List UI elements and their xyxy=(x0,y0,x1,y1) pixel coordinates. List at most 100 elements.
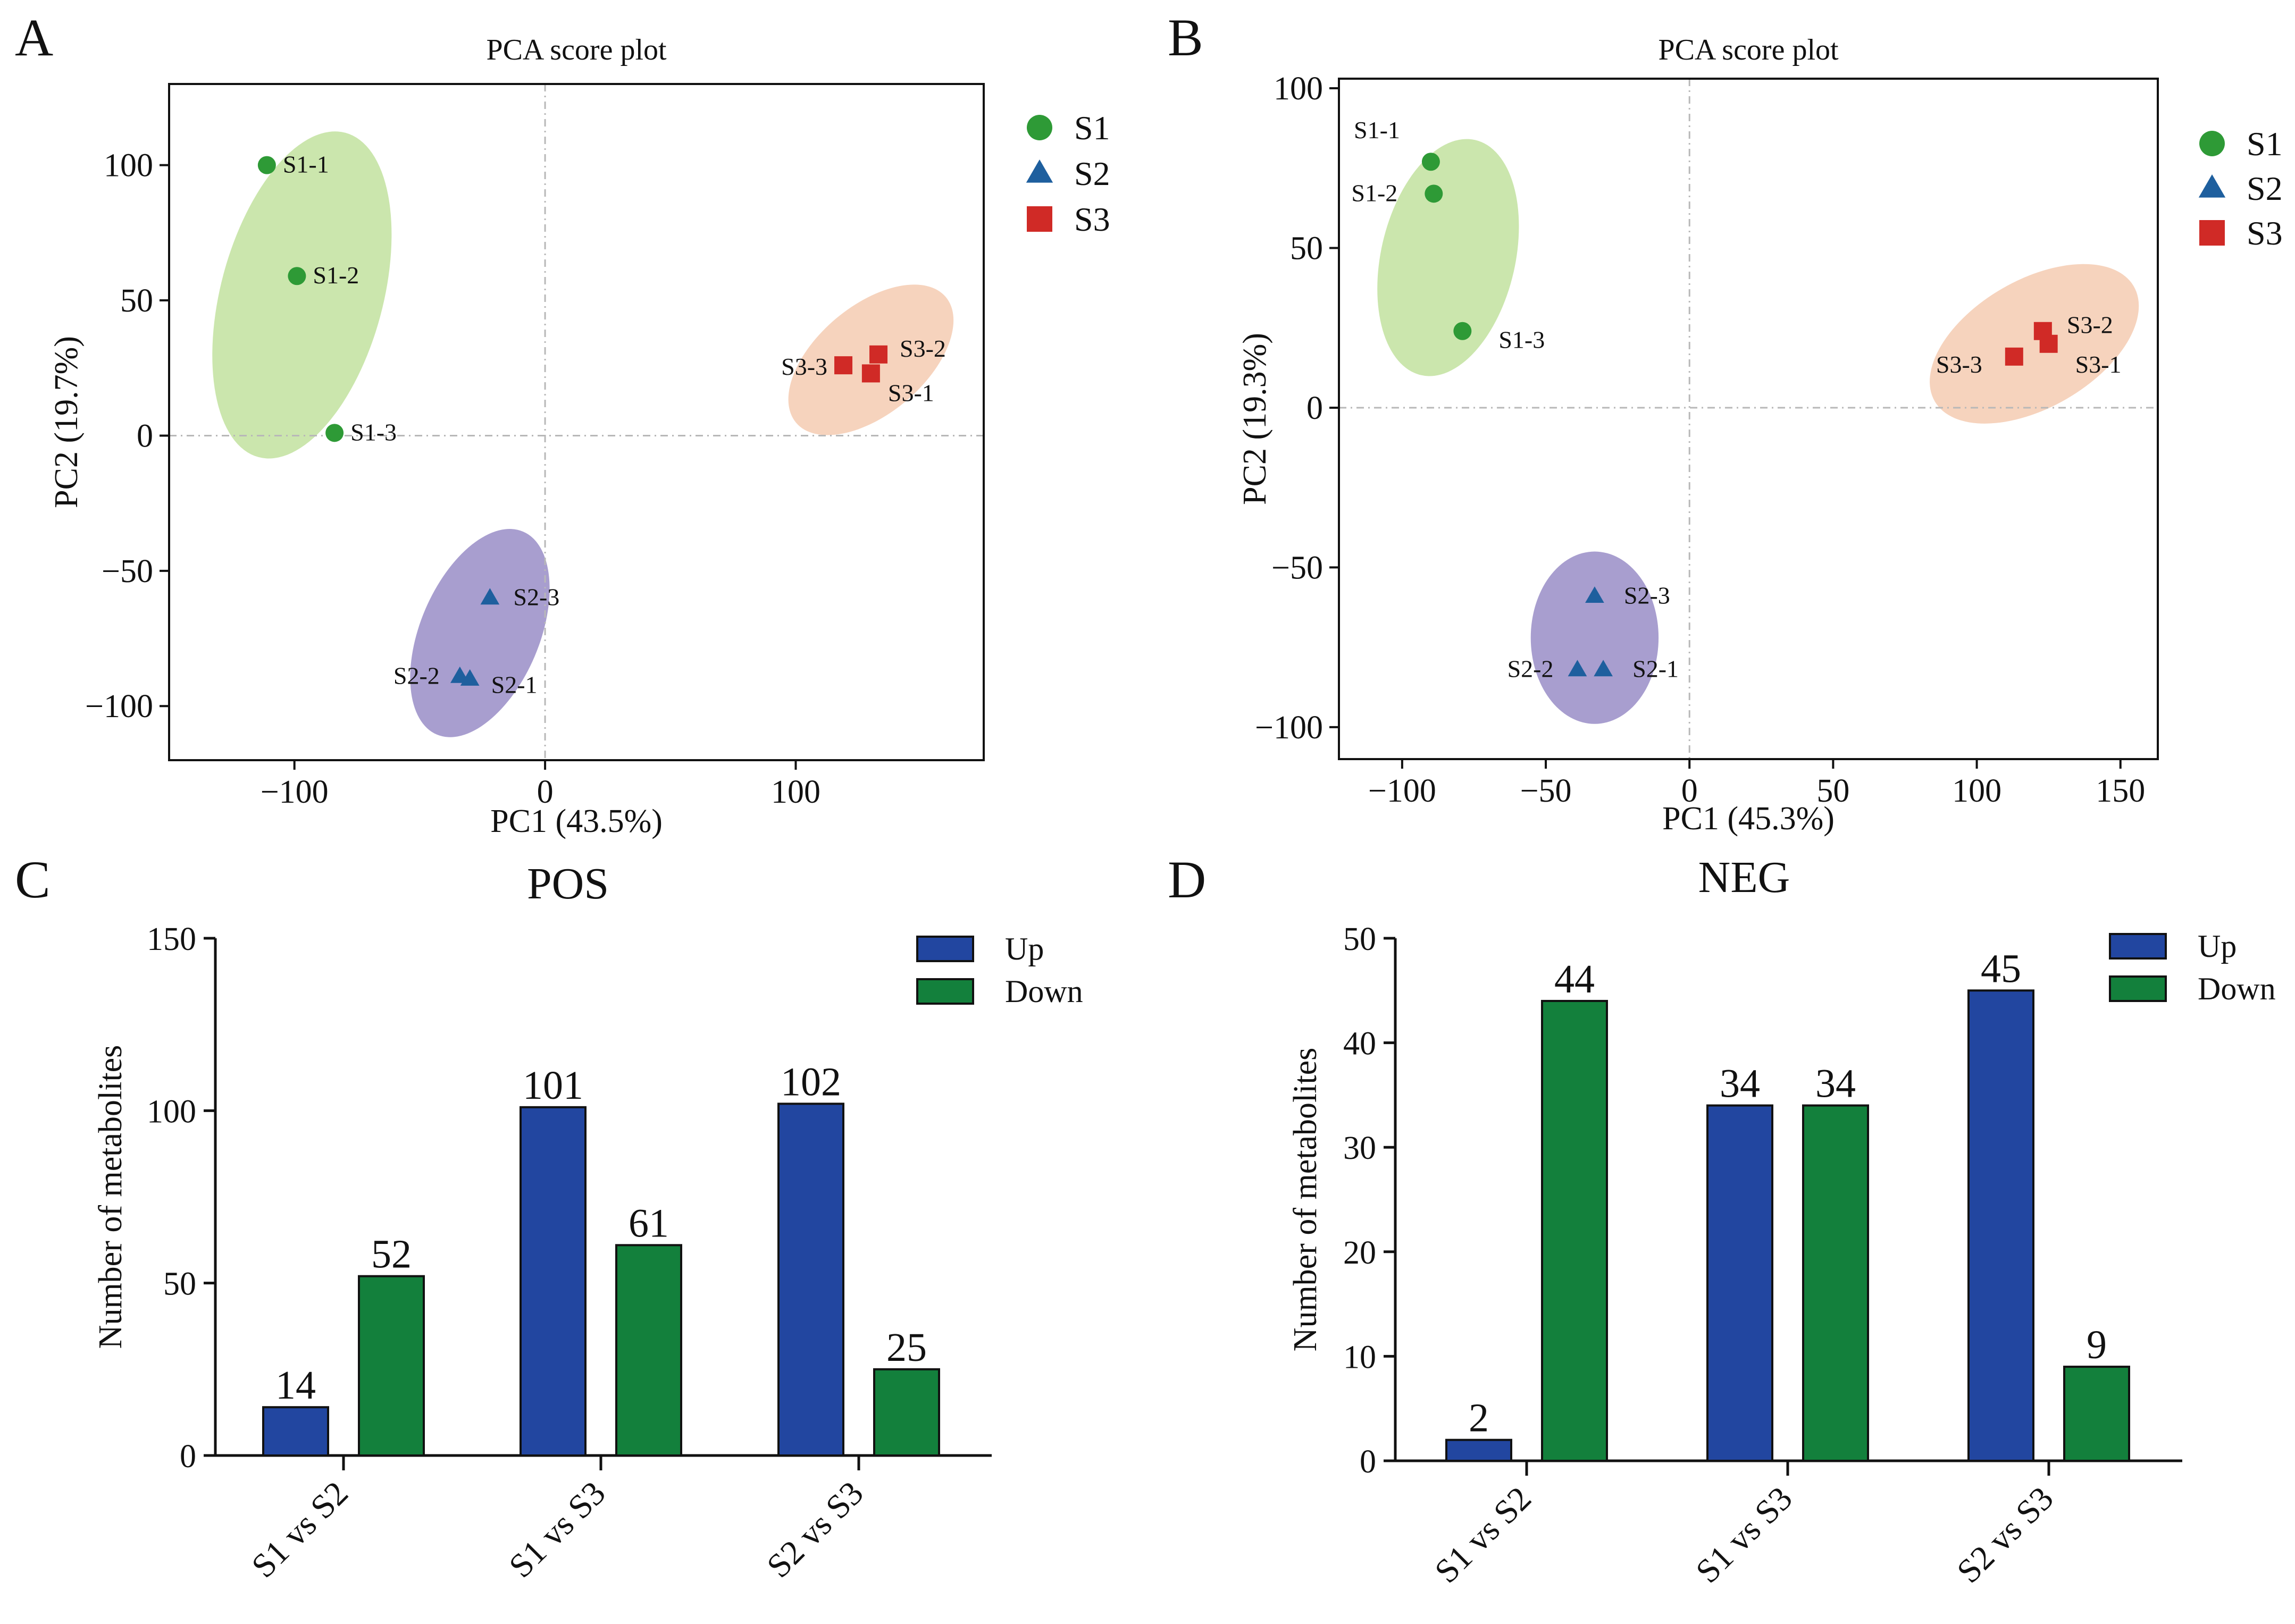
data-point xyxy=(1585,586,1604,603)
data-point xyxy=(1453,322,1472,340)
panel-letter: B xyxy=(1168,8,1203,67)
bar-up xyxy=(1445,1438,1512,1462)
bar-value-label: 61 xyxy=(629,1201,669,1246)
y-tick-label: 100 xyxy=(147,1093,196,1130)
point-label: S3-1 xyxy=(2075,351,2122,378)
panel-d-bar-chart: D NEG 0 10 20 30 40 50 Number of metabolites 2 44 S… xyxy=(1168,850,2276,1590)
point-label: S1-2 xyxy=(313,262,359,289)
group-ellipse-s3 xyxy=(1930,264,2139,424)
y-tick-label: −50 xyxy=(102,553,153,590)
panel-letter: C xyxy=(15,850,51,909)
y-tick-label: 50 xyxy=(1290,230,1323,266)
y-tick-label: 10 xyxy=(1343,1339,1376,1375)
data-point xyxy=(1425,184,1443,203)
legend-marker-s3 xyxy=(2199,220,2225,246)
plot-frame xyxy=(1338,78,2159,760)
point-label: S2-2 xyxy=(1507,655,1554,683)
y-tick-label: 50 xyxy=(163,1266,196,1302)
legend-label: S3 xyxy=(2247,214,2283,252)
point-label: S1-1 xyxy=(1354,116,1400,144)
x-tick-label: 100 xyxy=(1952,773,2001,809)
group-ellipse-s1 xyxy=(212,131,392,459)
y-tick-label: −100 xyxy=(85,688,153,725)
bar-value-label: 52 xyxy=(371,1232,412,1277)
point-label: S2-2 xyxy=(393,662,440,689)
bar-down xyxy=(1802,1104,1869,1462)
bar-down xyxy=(1541,999,1608,1462)
x-tick-label: 150 xyxy=(2096,773,2145,809)
category-label: S1 vs S2 xyxy=(244,1474,355,1585)
y-tick-label: 30 xyxy=(1343,1130,1376,1166)
x-tick-label: 50 xyxy=(1816,773,1849,809)
point-label: S3-1 xyxy=(888,379,934,406)
data-point xyxy=(325,424,344,442)
y-tick-label: 0 xyxy=(137,418,153,454)
y-tick-label: 20 xyxy=(1343,1235,1376,1271)
bar-up xyxy=(262,1406,329,1457)
bar-up xyxy=(1706,1104,1773,1462)
data-point xyxy=(257,156,276,174)
category-label: S1 vs S3 xyxy=(1688,1479,1799,1591)
panel-b-pca-plot: B PCA score plot −100 −50 0 50 100 150 −100 −50 0 5… xyxy=(1168,8,2283,837)
bar-value-label: 34 xyxy=(1720,1062,1760,1106)
y-tick-label: 100 xyxy=(1274,71,1323,107)
legend-label: S2 xyxy=(2247,170,2283,207)
x-axis-title: PC1 (45.3%) xyxy=(1662,801,1835,837)
y-tick-label: −100 xyxy=(1255,710,1323,746)
y-tick-label: 0 xyxy=(180,1438,196,1475)
point-label: S1-2 xyxy=(1351,179,1397,206)
bar-down xyxy=(358,1275,425,1457)
legend-swatch-up xyxy=(2109,933,2167,960)
point-label: S1-1 xyxy=(283,151,329,178)
legend-marker-s3 xyxy=(1027,206,1052,232)
legend-marker-s2 xyxy=(1026,159,1053,183)
legend-marker-s1 xyxy=(2199,131,2225,156)
plot-title: PCA score plot xyxy=(486,33,667,66)
bar-value-label: 101 xyxy=(523,1063,583,1108)
data-point xyxy=(450,666,470,683)
group-ellipse-s2 xyxy=(1530,551,1659,724)
data-point xyxy=(2005,347,2023,366)
legend-marker-s2 xyxy=(2198,174,2226,198)
bar-up xyxy=(777,1103,844,1457)
bar-value-label: 9 xyxy=(2087,1323,2107,1367)
point-label: S1-3 xyxy=(350,418,397,445)
category-label: S2 vs S3 xyxy=(759,1474,870,1585)
bar-down xyxy=(2063,1366,2130,1462)
data-point xyxy=(288,267,306,285)
data-point xyxy=(861,364,880,383)
data-point xyxy=(480,588,500,605)
point-label: S3-2 xyxy=(2067,312,2113,339)
x-tick-label: −50 xyxy=(1520,773,1572,809)
panel-letter: A xyxy=(15,8,53,67)
x-tick-label: 0 xyxy=(1681,773,1698,809)
legend-label: S3 xyxy=(1074,200,1110,238)
x-tick-label: 100 xyxy=(771,774,820,810)
y-axis-title: Number of metabolites xyxy=(1287,1048,1324,1352)
y-tick-label: 150 xyxy=(147,921,196,957)
point-label: S2-1 xyxy=(1632,655,1679,683)
bar-value-label: 44 xyxy=(1554,957,1595,1002)
bar-down xyxy=(615,1244,682,1457)
chart-title: POS xyxy=(527,859,609,908)
y-tick-label: −50 xyxy=(1271,550,1323,586)
plot-title: PCA score plot xyxy=(1658,33,1839,66)
point-label: S3-3 xyxy=(781,353,827,380)
y-tick-label: 50 xyxy=(1343,921,1376,957)
data-point xyxy=(2033,322,2052,340)
x-tick-label: 0 xyxy=(537,774,554,810)
group-ellipse-s1 xyxy=(1377,139,1519,376)
panel-a-pca-plot: A PCA score plot −100 0 100 −100 −50 0 50 100 PC1 … xyxy=(15,8,1110,839)
bar-value-label: 14 xyxy=(275,1363,316,1408)
x-tick-label: −100 xyxy=(261,774,329,810)
legend-label: Up xyxy=(1005,931,1044,966)
legend-label: Down xyxy=(2198,971,2276,1006)
legend-label: S2 xyxy=(1074,155,1110,192)
data-point xyxy=(1421,153,1440,171)
x-axis-title: PC1 (43.5%) xyxy=(490,803,663,839)
data-point xyxy=(869,345,888,364)
y-tick-label: 100 xyxy=(104,148,153,184)
bar-value-label: 2 xyxy=(1469,1396,1489,1441)
data-point xyxy=(1594,660,1613,677)
